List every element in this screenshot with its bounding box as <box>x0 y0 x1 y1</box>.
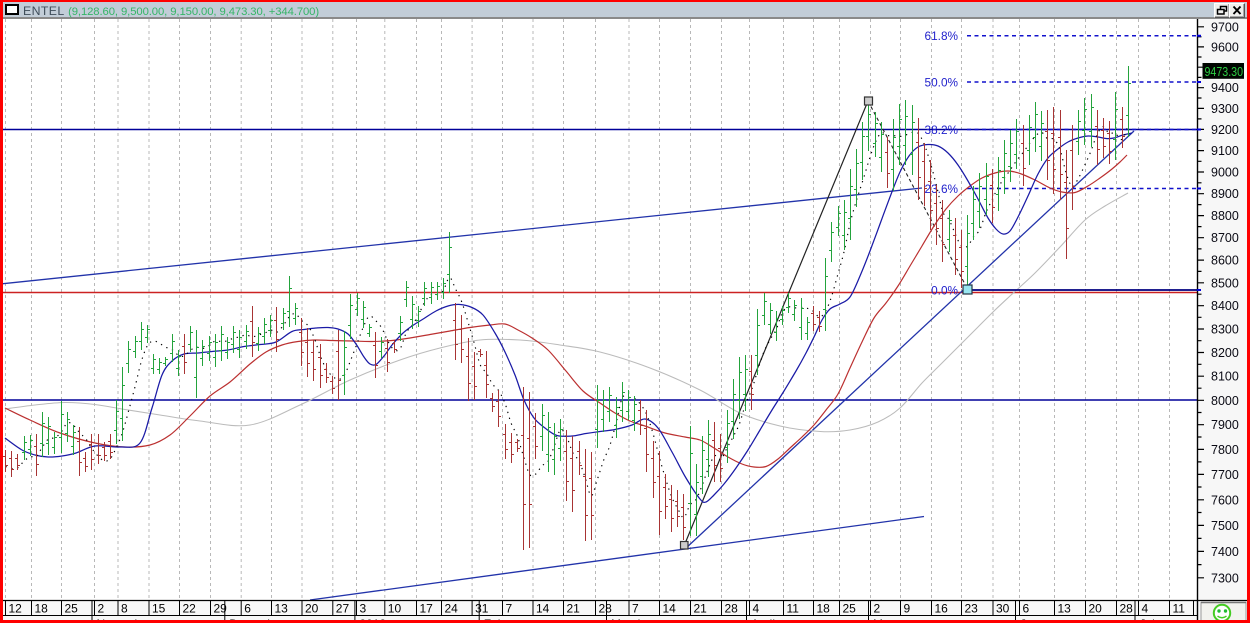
svg-text:8: 8 <box>121 602 128 616</box>
svg-text:May: May <box>873 617 896 620</box>
svg-text:4: 4 <box>1142 602 1149 616</box>
svg-text:18: 18 <box>817 602 831 616</box>
svg-text:9200: 9200 <box>1211 123 1239 137</box>
svg-text:20: 20 <box>305 602 319 616</box>
svg-text:15: 15 <box>152 602 166 616</box>
svg-text:21: 21 <box>567 602 581 616</box>
svg-text:28: 28 <box>599 602 613 616</box>
svg-text:November: November <box>97 617 152 620</box>
svg-text:7500: 7500 <box>1211 519 1239 533</box>
svg-text:9: 9 <box>904 602 911 616</box>
svg-text:14: 14 <box>663 602 677 616</box>
svg-text:March: March <box>611 617 644 620</box>
svg-text:8800: 8800 <box>1211 209 1239 223</box>
svg-text:25: 25 <box>843 602 857 616</box>
svg-text:22: 22 <box>183 602 197 616</box>
svg-text:9600: 9600 <box>1211 40 1239 54</box>
svg-text:6: 6 <box>244 602 251 616</box>
svg-text:0.0%: 0.0% <box>931 284 958 298</box>
svg-text:8100: 8100 <box>1211 370 1239 384</box>
svg-text:6: 6 <box>1023 602 1030 616</box>
svg-text:2012: 2012 <box>359 617 386 620</box>
svg-text:8000: 8000 <box>1211 394 1239 408</box>
svg-text:8500: 8500 <box>1211 276 1239 290</box>
svg-text:April: April <box>751 617 775 620</box>
svg-text:8300: 8300 <box>1211 323 1239 337</box>
svg-text:8600: 8600 <box>1211 254 1239 268</box>
svg-text:2: 2 <box>98 602 105 616</box>
svg-text:December: December <box>229 617 284 620</box>
svg-text:7600: 7600 <box>1211 493 1239 507</box>
svg-text:21: 21 <box>694 602 708 616</box>
svg-text:17: 17 <box>420 602 434 616</box>
svg-text:2: 2 <box>874 602 881 616</box>
svg-text:12: 12 <box>9 602 23 616</box>
svg-text:7800: 7800 <box>1211 443 1239 457</box>
svg-text:11: 11 <box>1173 602 1186 616</box>
svg-text:61.8%: 61.8% <box>925 29 959 43</box>
svg-text:4: 4 <box>753 602 760 616</box>
svg-text:11: 11 <box>787 602 800 616</box>
svg-text:50.0%: 50.0% <box>925 76 959 90</box>
svg-text:28: 28 <box>1120 602 1134 616</box>
svg-text:25: 25 <box>65 602 79 616</box>
svg-text:28: 28 <box>725 602 739 616</box>
svg-text:14: 14 <box>536 602 550 616</box>
svg-text:29: 29 <box>214 602 228 616</box>
svg-text:7: 7 <box>506 602 513 616</box>
svg-text:24: 24 <box>445 602 459 616</box>
svg-text:18: 18 <box>35 602 49 616</box>
svg-text:23.6%: 23.6% <box>925 182 959 196</box>
svg-text:13: 13 <box>275 602 289 616</box>
svg-text:7400: 7400 <box>1211 545 1239 559</box>
svg-text:30: 30 <box>996 602 1010 616</box>
svg-text:8700: 8700 <box>1211 231 1239 245</box>
svg-text:9700: 9700 <box>1211 20 1239 34</box>
svg-text:9000: 9000 <box>1211 166 1239 180</box>
svg-text:7700: 7700 <box>1211 468 1239 482</box>
svg-text:9400: 9400 <box>1211 81 1239 95</box>
svg-text:8400: 8400 <box>1211 299 1239 313</box>
svg-text:9473.30: 9473.30 <box>1205 65 1244 79</box>
svg-text:13: 13 <box>1058 602 1072 616</box>
svg-text:7900: 7900 <box>1211 418 1239 432</box>
svg-text:31: 31 <box>475 602 489 616</box>
svg-text:3: 3 <box>360 602 367 616</box>
svg-text:July: July <box>1140 617 1161 620</box>
svg-text:20: 20 <box>1089 602 1103 616</box>
svg-text:9300: 9300 <box>1211 102 1239 116</box>
svg-text:February: February <box>484 617 532 620</box>
svg-text:June: June <box>1020 617 1046 620</box>
svg-text:10: 10 <box>388 602 402 616</box>
svg-text:8200: 8200 <box>1211 346 1239 360</box>
svg-text:7300: 7300 <box>1211 571 1239 585</box>
svg-text:8900: 8900 <box>1211 187 1239 201</box>
svg-text:9100: 9100 <box>1211 144 1239 158</box>
svg-text:23: 23 <box>965 602 979 616</box>
svg-text:16: 16 <box>935 602 949 616</box>
svg-text:7: 7 <box>632 602 639 616</box>
svg-text:38.2%: 38.2% <box>925 123 959 137</box>
svg-text:27: 27 <box>336 602 350 616</box>
